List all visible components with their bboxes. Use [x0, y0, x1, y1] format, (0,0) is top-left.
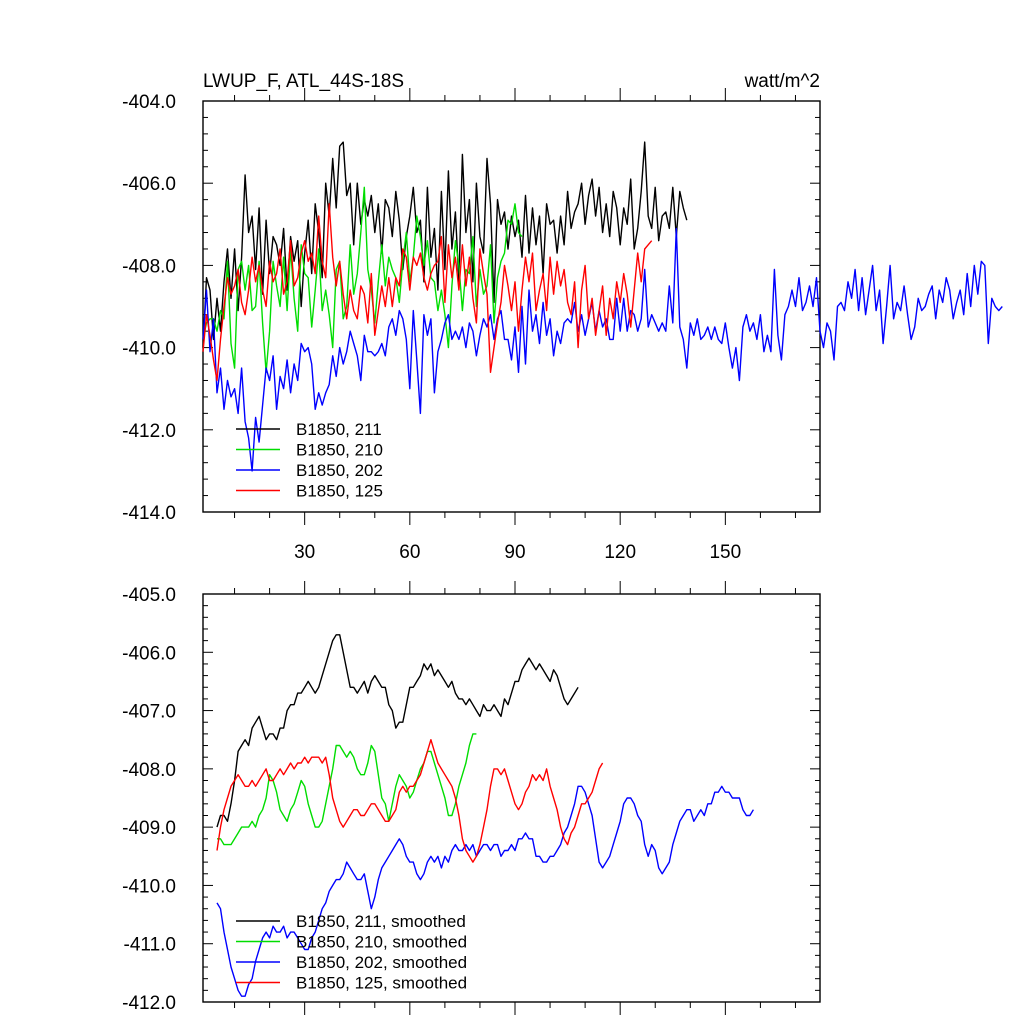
plot-frame — [202, 100, 821, 513]
y-tick-label: -409.0 — [122, 818, 176, 839]
series-line-b1850-202 — [202, 227, 1003, 472]
y-tick-label: -406.0 — [122, 643, 176, 664]
y-tick-label: -406.0 — [122, 174, 176, 195]
legend-label: B1850, 202, smoothed — [296, 953, 467, 972]
legend-label: B1850, 210 — [296, 441, 383, 460]
chart-title: LWUP_F, ATL_44S-18S — [203, 71, 404, 92]
legend-label: B1850, 210, smoothed — [296, 933, 467, 952]
series-line-b1850-211 — [202, 141, 688, 348]
y-tick-label: -412.0 — [122, 421, 176, 442]
y-tick-label: -412.0 — [122, 993, 176, 1014]
x-tick-label: 90 — [504, 542, 525, 563]
x-tick-label: 30 — [294, 542, 315, 563]
legend-label: B1850, 211 — [296, 420, 382, 439]
series-line-b1850-210-smoothed — [217, 733, 477, 846]
series-line-b1850-211-smoothed — [216, 634, 579, 828]
bottom-panel: -405.0 -406.0 -407.0 -408.0 -409.0 -410.0 -411… — [122, 581, 821, 1015]
legend-label: B1850, 202 — [296, 461, 383, 480]
y-tick-label: -407.0 — [122, 702, 176, 723]
plot-frame — [202, 593, 821, 1003]
y-tick-label: -404.0 — [122, 92, 176, 113]
x-tick-label: 120 — [604, 542, 636, 563]
chart-units: watt/m^2 — [744, 71, 820, 92]
series-line-b1850-202-smoothed — [216, 785, 754, 997]
series-line-b1850-125-smoothed — [216, 739, 604, 863]
y-tick-label: -411.0 — [124, 935, 176, 956]
y-tick-label: -408.0 — [122, 256, 176, 277]
x-tick-label: 60 — [399, 542, 420, 563]
series-line-b1850-125 — [202, 203, 653, 382]
x-tick-label: 150 — [709, 542, 741, 563]
y-tick-label: -410.0 — [122, 876, 176, 897]
legend-label: B1850, 125 — [296, 482, 383, 501]
legend-label: B1850, 125, smoothed — [296, 974, 467, 993]
y-tick-label: -408.0 — [122, 760, 176, 781]
top-panel: LWUP_F, ATL_44S-18S watt/m^2 -404.0 -406.0 -… — [122, 71, 1003, 563]
legend-label: B1850, 211, smoothed — [296, 912, 466, 931]
y-tick-label: -410.0 — [122, 339, 176, 360]
y-tick-label: -414.0 — [122, 503, 176, 524]
series-line-b1850-210 — [202, 186, 523, 373]
y-tick-label: -405.0 — [122, 585, 176, 606]
